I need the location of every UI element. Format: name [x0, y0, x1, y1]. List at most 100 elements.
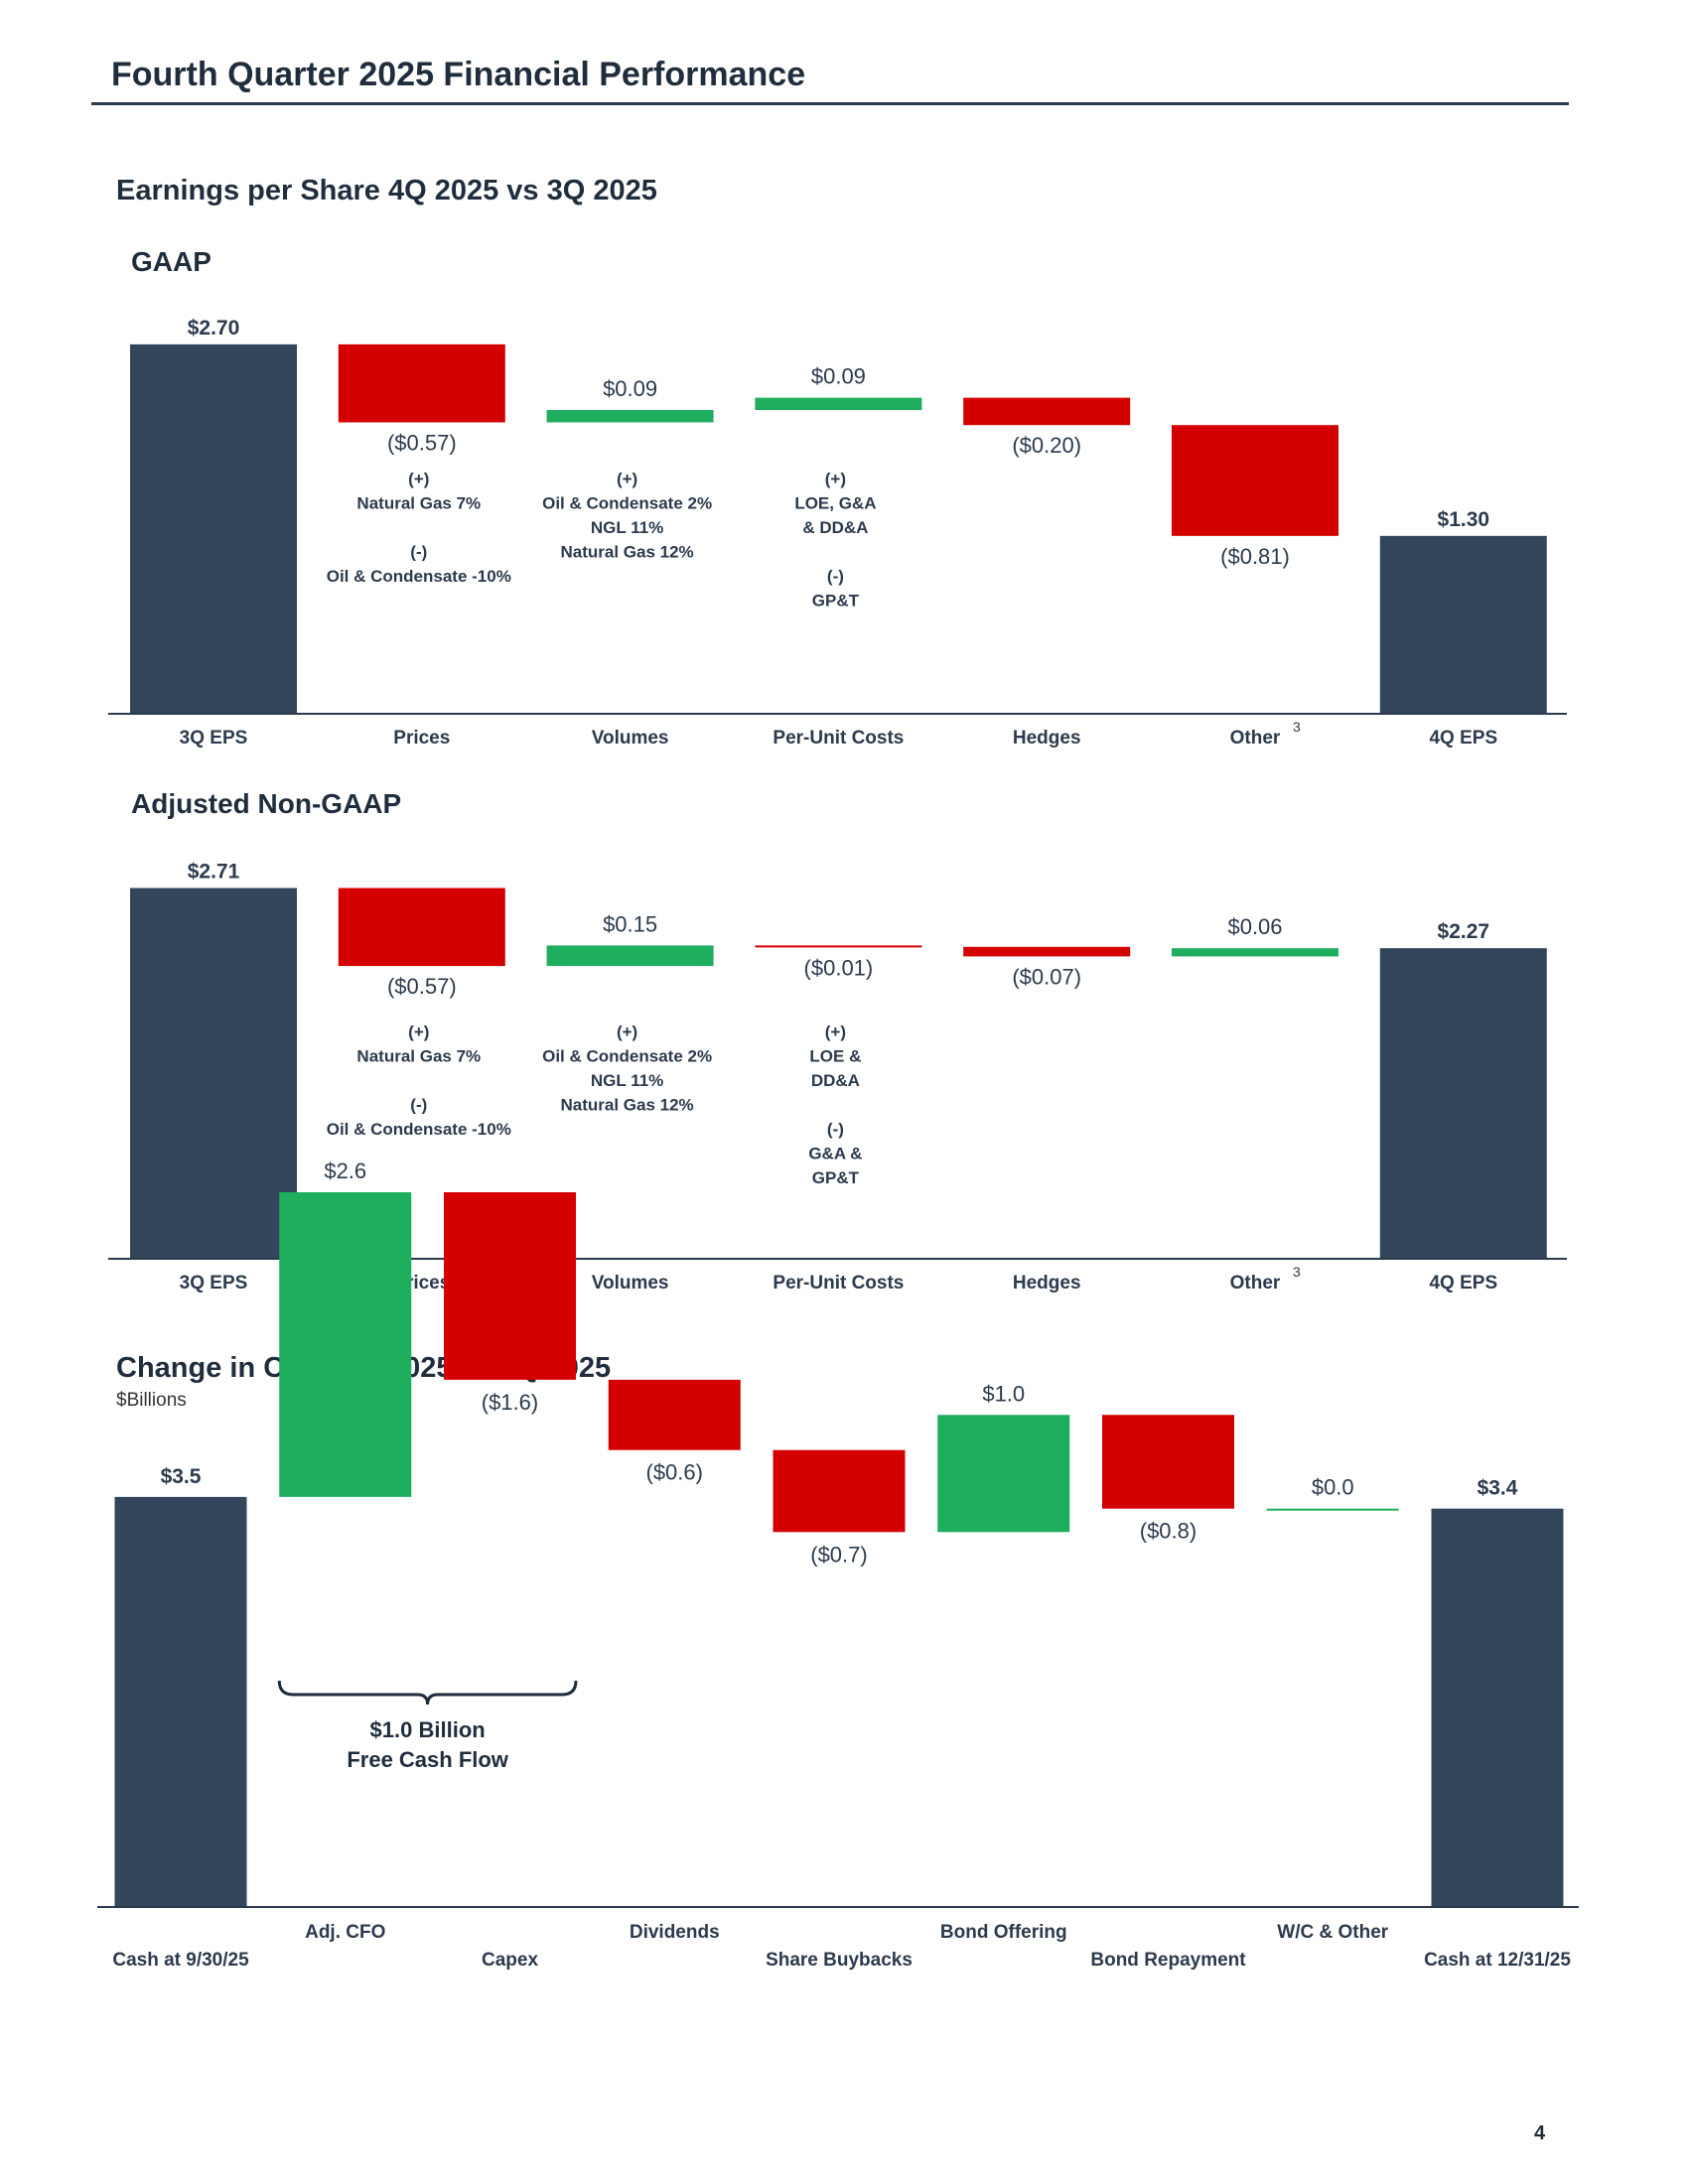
gaap-category-label-0: 3Q EPS [180, 728, 248, 749]
cash-category-label-6: Bond Repayment [1090, 1950, 1246, 1971]
nongaap-value-label-5: $0.06 [1227, 914, 1282, 939]
gaap-category-label-2: Volumes [592, 728, 669, 749]
gaap-category-label-6: 4Q EPS [1429, 728, 1497, 749]
nongaap-annotation-3-1: LOE & [809, 1047, 861, 1066]
nongaap-annotation-1-3: (-) [410, 1096, 427, 1115]
gaap-value-label-3: $0.09 [811, 364, 866, 389]
nongaap-category-label-2: Volumes [592, 1273, 669, 1294]
gaap-bar-4 [963, 397, 1131, 426]
gaap-annotation-1-1: Natural Gas 7% [356, 494, 481, 513]
gaap-annotation-1-3: (-) [410, 543, 427, 562]
cash-category-label-2: Capex [482, 1950, 538, 1971]
gaap-value-label-5: ($0.81) [1220, 544, 1290, 569]
gaap-bar-1 [338, 343, 505, 423]
gaap-category-label-1: Prices [393, 728, 450, 749]
page-title: Fourth Quarter 2025 Financial Performanc… [111, 56, 806, 93]
cash-value-label-3: ($0.6) [646, 1460, 703, 1485]
free-cash-flow-label-line-2: Free Cash Flow [347, 1747, 508, 1772]
free-cash-flow-label-line-1: $1.0 Billion [370, 1717, 486, 1742]
title-rule [91, 102, 1569, 105]
cash-category-label-0: Cash at 9/30/25 [112, 1950, 249, 1971]
nongaap-value-label-6: $2.27 [1438, 920, 1490, 943]
gaap-annotation-2-1: Oil & Condensate 2% [542, 494, 712, 513]
page-number: 4 [1534, 2122, 1546, 2144]
nongaap-value-label-0: $2.71 [188, 861, 240, 884]
nongaap-bar-0 [130, 887, 297, 1259]
gaap-annotation-3-5: GP&T [812, 592, 860, 611]
gaap-annotation-1-0: (+) [408, 470, 429, 488]
cash-category-label-1: Adj. CFO [305, 1922, 385, 1943]
nongaap-annotation-3-0: (+) [825, 1023, 846, 1041]
gaap-category-superscript-5: 3 [1293, 719, 1301, 735]
cash-category-label-8: Cash at 12/31/25 [1424, 1950, 1571, 1971]
gaap-annotation-3-1: LOE, G&A [794, 494, 876, 513]
nongaap-chart-title: Adjusted Non-GAAP [131, 788, 402, 819]
gaap-value-label-2: $0.09 [603, 376, 657, 401]
cash-value-label-1: $2.6 [324, 1159, 366, 1183]
nongaap-bar-3 [755, 945, 922, 948]
cash-bar-6 [1102, 1415, 1234, 1509]
nongaap-category-label-3: Per-Unit Costs [773, 1273, 904, 1294]
gaap-annotation-3-0: (+) [825, 470, 846, 488]
nongaap-annotation-2-3: Natural Gas 12% [561, 1096, 694, 1115]
nongaap-annotation-3-5: G&A & [808, 1145, 862, 1163]
nongaap-value-label-4: ($0.07) [1012, 964, 1081, 989]
gaap-chart-title: GAAP [131, 246, 211, 277]
nongaap-bar-6 [1379, 948, 1547, 1259]
nongaap-annotation-2-2: NGL 11% [591, 1071, 663, 1090]
nongaap-category-label-5: Other [1230, 1273, 1281, 1294]
nongaap-annotation-3-2: DD&A [811, 1071, 860, 1090]
cash-bar-1 [279, 1192, 412, 1497]
gaap-value-label-1: ($0.57) [387, 430, 457, 455]
gaap-bar-0 [130, 343, 297, 714]
cash-value-label-6: ($0.8) [1140, 1519, 1196, 1544]
nongaap-bar-5 [1172, 948, 1338, 957]
gaap-category-label-5: Other [1230, 728, 1281, 749]
cash-value-label-8: $3.4 [1477, 1477, 1518, 1500]
nongaap-annotation-3-4: (-) [827, 1120, 844, 1139]
nongaap-annotation-2-0: (+) [617, 1023, 637, 1041]
nongaap-bar-1 [338, 887, 505, 967]
cash-category-label-3: Dividends [630, 1922, 720, 1943]
nongaap-bar-4 [963, 946, 1131, 957]
nongaap-annotation-1-4: Oil & Condensate -10% [327, 1120, 511, 1139]
cash-value-label-0: $3.5 [161, 1465, 202, 1488]
gaap-value-label-0: $2.70 [188, 317, 240, 340]
nongaap-category-label-4: Hedges [1013, 1273, 1081, 1294]
nongaap-annotation-3-6: GP&T [812, 1168, 860, 1187]
cash-bar-7 [1266, 1508, 1399, 1511]
cash-category-label-7: W/C & Other [1277, 1922, 1388, 1943]
gaap-bar-2 [546, 410, 714, 423]
cash-value-label-7: $0.0 [1312, 1475, 1354, 1500]
nongaap-category-label-6: 4Q EPS [1429, 1273, 1497, 1294]
gaap-bar-5 [1172, 425, 1338, 536]
cash-category-label-5: Bond Offering [940, 1922, 1067, 1943]
cash-bar-8 [1431, 1508, 1564, 1907]
nongaap-annotation-2-1: Oil & Condensate 2% [542, 1047, 712, 1066]
nongaap-category-superscript-5: 3 [1293, 1264, 1301, 1280]
cash-bar-3 [608, 1379, 741, 1450]
cash-bar-5 [937, 1415, 1070, 1533]
nongaap-annotation-1-1: Natural Gas 7% [356, 1047, 481, 1066]
nongaap-value-label-2: $0.15 [603, 911, 657, 936]
cash-bar-0 [114, 1496, 247, 1907]
gaap-annotation-3-2: & DD&A [802, 518, 868, 537]
cash-value-label-5: $1.0 [982, 1381, 1025, 1406]
gaap-value-label-6: $1.30 [1438, 508, 1490, 531]
gaap-annotation-1-4: Oil & Condensate -10% [327, 567, 511, 586]
gaap-category-label-4: Hedges [1013, 728, 1081, 749]
nongaap-bar-2 [546, 945, 714, 967]
gaap-annotation-3-4: (-) [827, 567, 844, 586]
gaap-annotation-2-2: NGL 11% [591, 518, 663, 537]
nongaap-value-label-1: ($0.57) [387, 974, 457, 999]
gaap-annotation-2-0: (+) [617, 470, 637, 488]
gaap-annotation-2-3: Natural Gas 12% [561, 543, 694, 562]
nongaap-category-label-0: 3Q EPS [180, 1273, 248, 1294]
eps-section-heading: Earnings per Share 4Q 2025 vs 3Q 2025 [116, 175, 657, 206]
cash-bar-2 [444, 1192, 576, 1380]
gaap-bar-6 [1379, 535, 1547, 714]
gaap-value-label-4: ($0.20) [1012, 433, 1081, 458]
free-cash-flow-brace [277, 1680, 578, 1706]
nongaap-value-label-3: ($0.01) [804, 955, 874, 980]
